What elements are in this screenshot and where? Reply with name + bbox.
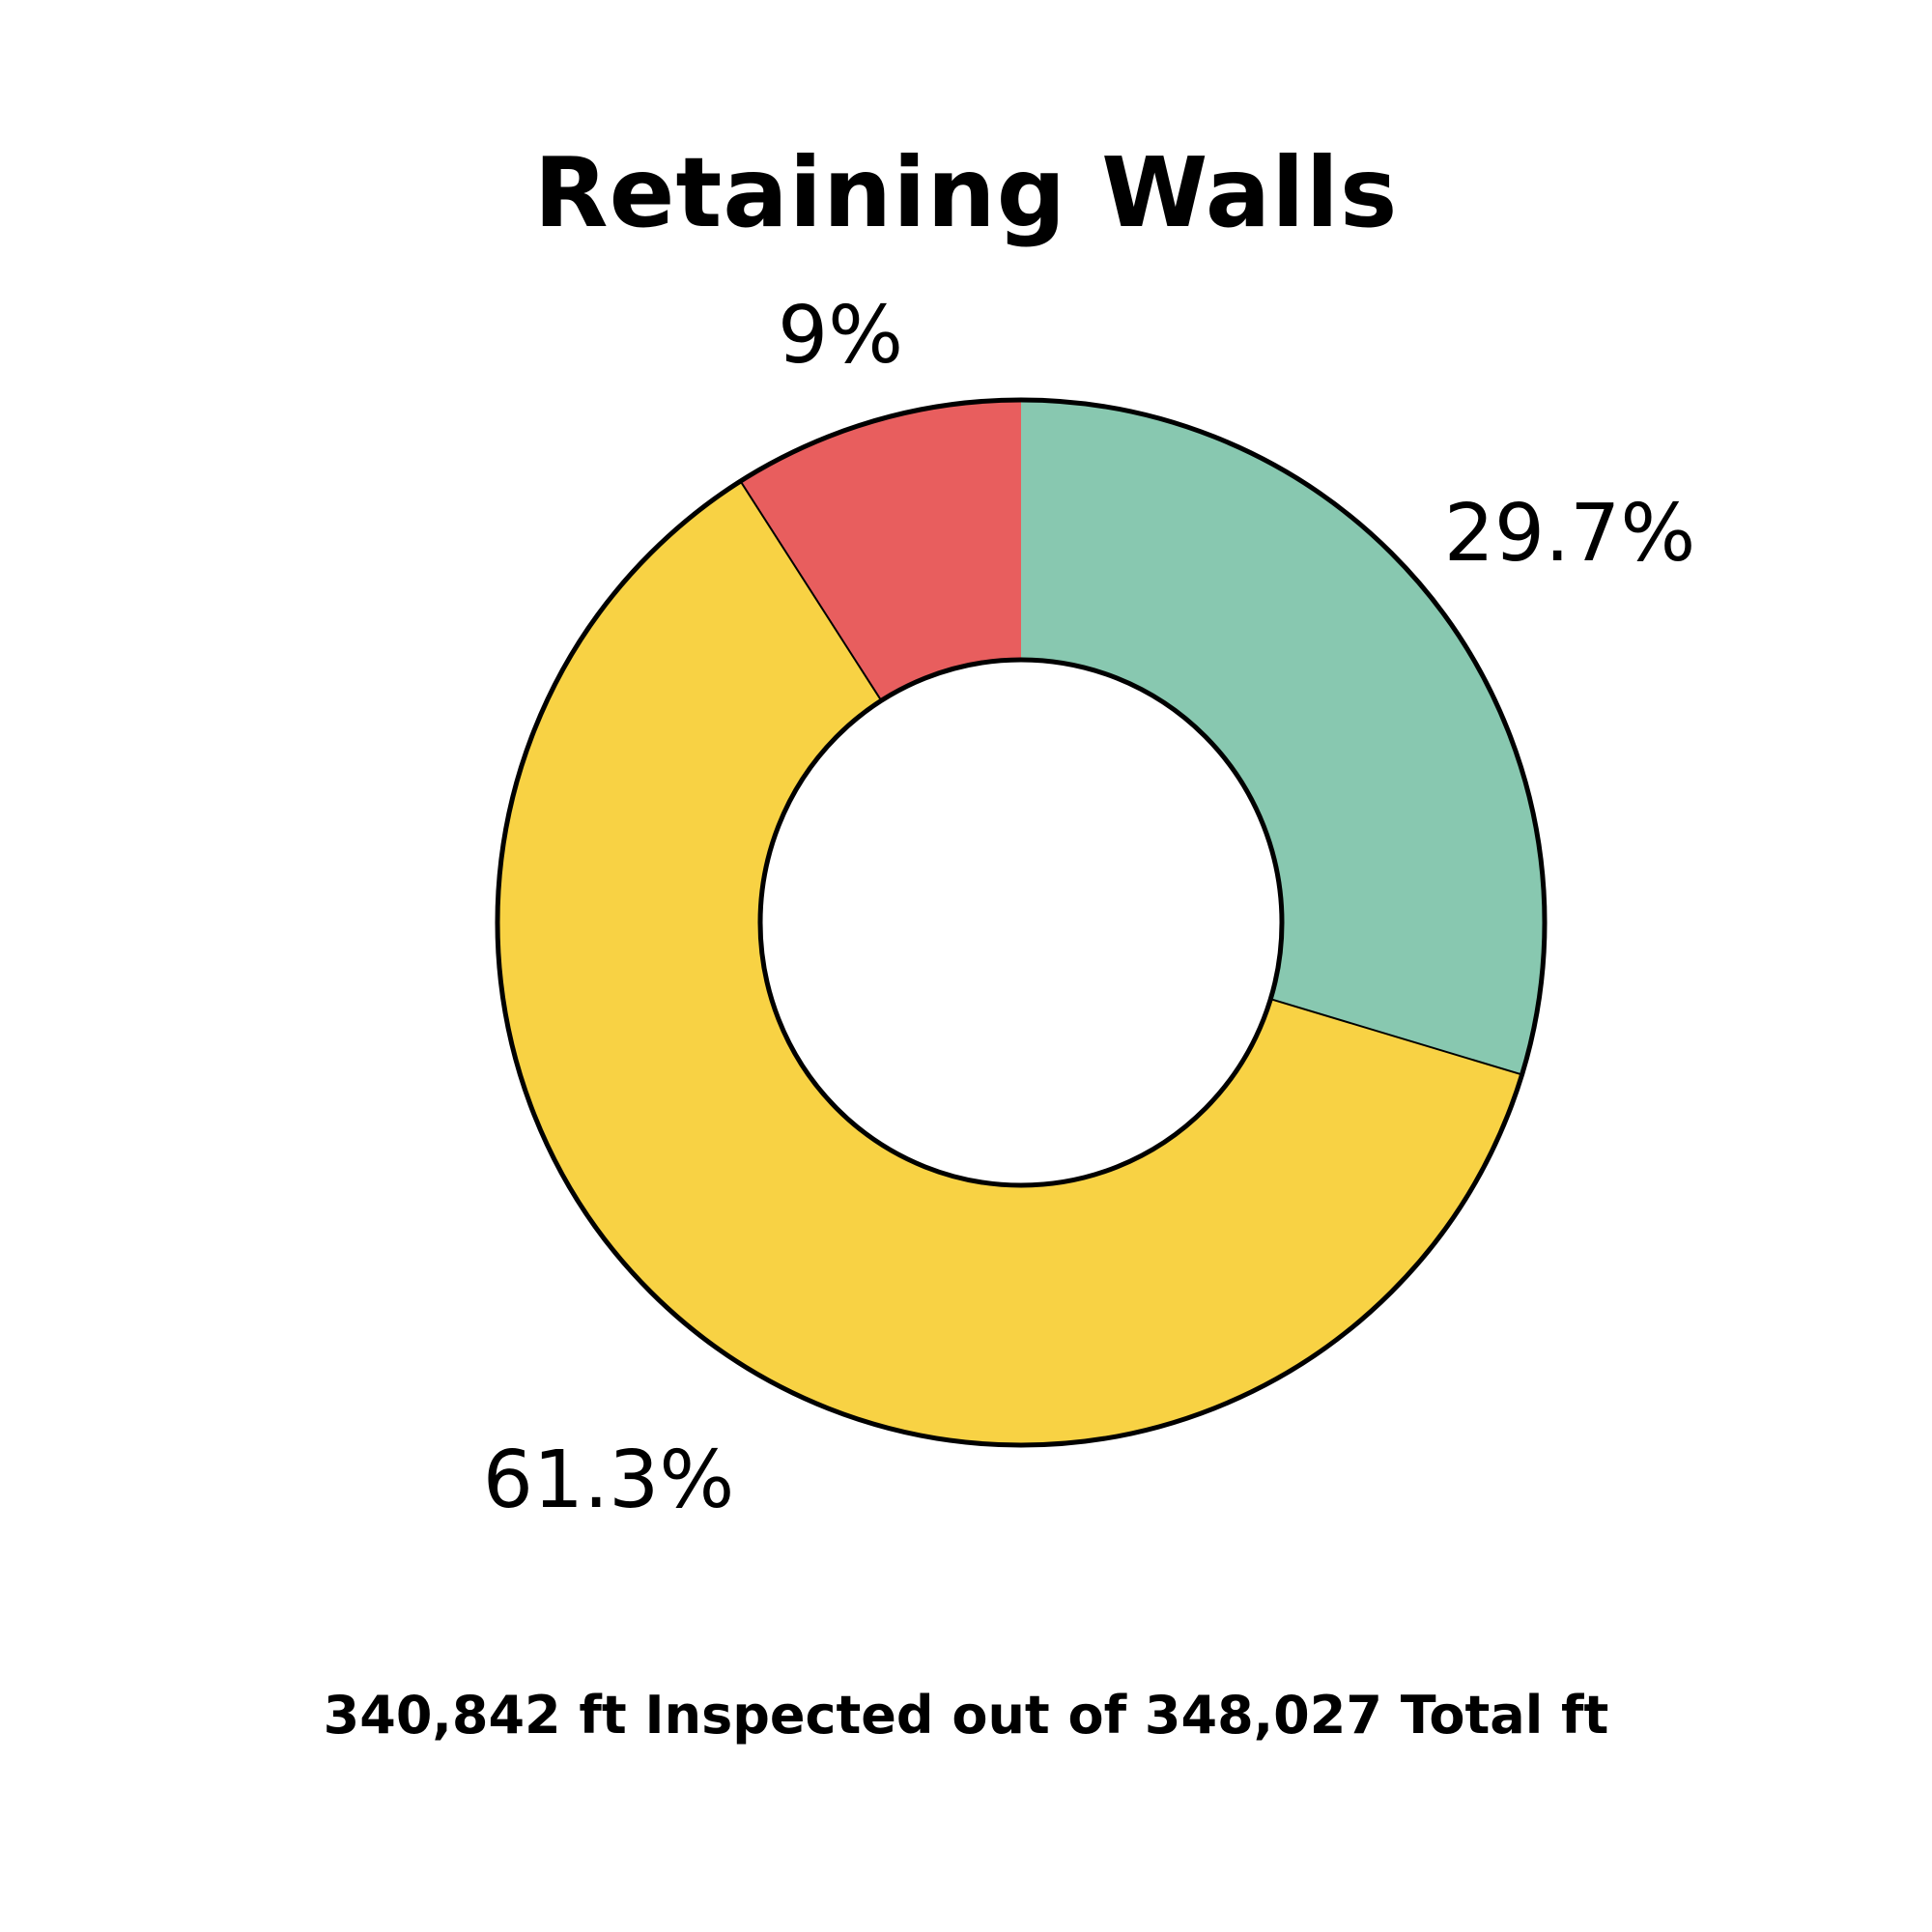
chart-footer-summary: 340,842 ft Inspected out of 348,027 Tota… bbox=[323, 1685, 1609, 1746]
slice-labels: 29.7% 61.3% 9% bbox=[483, 290, 1696, 1526]
donut-slices bbox=[495, 397, 1548, 1448]
donut-slice-2 bbox=[740, 400, 1021, 701]
chart-title: Retaining Walls bbox=[533, 136, 1399, 249]
donut-slice-1 bbox=[497, 481, 1522, 1445]
slice-label-0: 29.7% bbox=[1444, 488, 1696, 580]
donut-hole bbox=[757, 657, 1285, 1188]
slice-divider-2 bbox=[739, 480, 883, 701]
slice-label-1: 61.3% bbox=[483, 1435, 735, 1526]
donut-outer-outline bbox=[495, 397, 1548, 1448]
slice-label-2: 9% bbox=[778, 290, 903, 382]
slice-divider-1 bbox=[1270, 998, 1522, 1076]
donut-slice-0 bbox=[1021, 400, 1546, 1075]
